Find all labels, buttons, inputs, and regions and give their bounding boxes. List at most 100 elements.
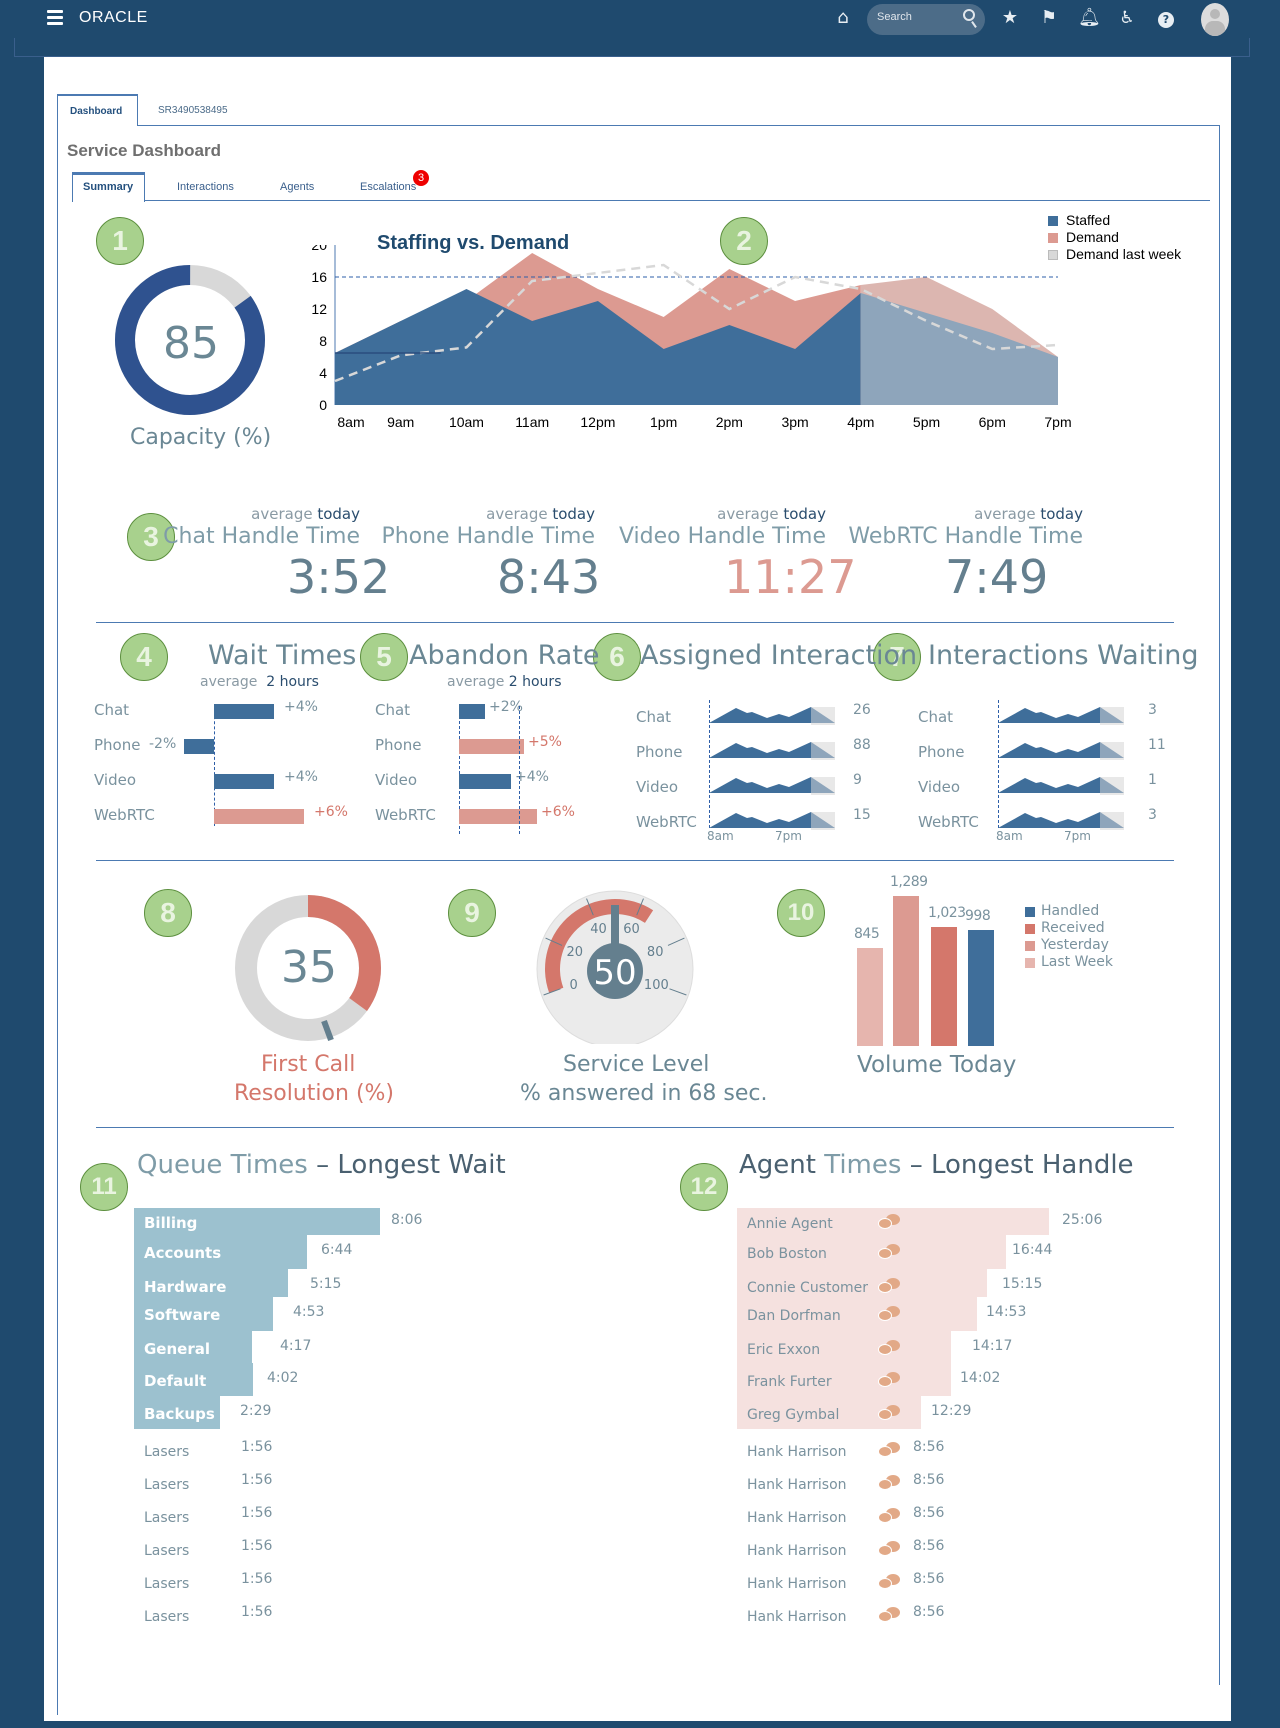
reference-line <box>519 706 520 834</box>
fcr-label-line2: Resolution (%) <box>234 1081 395 1106</box>
zero-axis-line <box>214 706 215 826</box>
chat-icon[interactable] <box>878 1442 902 1458</box>
subtab-interactions[interactable]: Interactions <box>177 181 234 193</box>
home-icon[interactable]: ⌂ <box>837 7 849 28</box>
handle-time-caption: average today <box>717 505 826 523</box>
chat-icon[interactable] <box>878 1340 902 1356</box>
chat-icon[interactable] <box>878 1372 902 1388</box>
star-icon[interactable]: ★ <box>1001 7 1019 28</box>
chat-icon[interactable] <box>878 1508 902 1524</box>
search-box[interactable] <box>867 4 985 35</box>
queue-times-title-a: Queue Times <box>137 1150 308 1180</box>
count-value: 9 <box>853 772 862 788</box>
count-value: 15 <box>853 807 871 823</box>
chat-bubble-front <box>878 1248 892 1259</box>
agent-time: 15:15 <box>1002 1276 1043 1292</box>
chat-icon[interactable] <box>878 1541 902 1557</box>
subtab-agents[interactable]: Agents <box>280 181 315 193</box>
row-label: WebRTC <box>636 813 697 831</box>
agent-name: Frank Furter <box>747 1374 832 1390</box>
flag-icon[interactable]: ⚑ <box>1040 7 1058 28</box>
avatar[interactable] <box>1201 3 1229 36</box>
axis-start-label: 8am <box>996 829 1023 843</box>
tab-dashboard[interactable]: Dashboard <box>57 94 138 126</box>
chat-bubble-back <box>886 1442 900 1453</box>
agent-name: Connie Customer <box>747 1280 869 1296</box>
capacity-value: 85 <box>163 318 219 369</box>
search-icon[interactable] <box>963 9 975 21</box>
agent-time: 8:56 <box>913 1604 945 1620</box>
agent-name: Hank Harrison <box>747 1609 847 1625</box>
tab-strip-line <box>138 125 1220 126</box>
page-title: Service Dashboard <box>67 141 222 160</box>
x-tick-label: 2pm <box>716 414 743 430</box>
chat-bubble-back <box>886 1278 900 1289</box>
gauge-value: 50 <box>593 953 636 993</box>
gauge-tick-label: 0 <box>570 978 578 993</box>
sparkline-axis <box>998 700 999 828</box>
fcr-label-line1: First Call <box>261 1052 356 1077</box>
search-input[interactable] <box>877 11 957 23</box>
x-tick-label: 11am <box>515 414 549 430</box>
y-tick-label: 0 <box>319 397 327 413</box>
row-label: Chat <box>375 701 411 719</box>
queue-name: Lasers <box>144 1576 190 1592</box>
accessibility-icon[interactable]: ♿︎ <box>1119 8 1135 28</box>
chat-icon[interactable] <box>878 1244 902 1260</box>
handle-time-value: 7:49 <box>945 550 1049 604</box>
help-icon[interactable]: ? <box>1155 8 1177 28</box>
subtab-escalations[interactable]: Escalations <box>360 181 417 193</box>
chat-bubble-front <box>878 1479 892 1490</box>
capacity-label: Capacity (%) <box>130 425 272 450</box>
count-value: 11 <box>1148 737 1166 753</box>
legend-swatch <box>1025 924 1035 934</box>
queue-time: 1:56 <box>241 1439 273 1455</box>
section-divider <box>96 1127 1174 1128</box>
chat-icon[interactable] <box>878 1405 902 1421</box>
row-label: Chat <box>918 708 954 726</box>
volume-bar <box>857 947 883 1046</box>
count-value: 3 <box>1148 702 1157 718</box>
queue-time: 5:15 <box>310 1276 342 1292</box>
legend-swatch <box>1048 250 1058 260</box>
chat-icon[interactable] <box>878 1475 902 1491</box>
chat-icon[interactable] <box>878 1574 902 1590</box>
menu-icon[interactable] <box>47 10 63 26</box>
gauge-tick <box>667 937 685 946</box>
bar-positive <box>214 704 274 719</box>
chat-bubble-front <box>878 1310 892 1321</box>
chat-bubble-back <box>886 1607 900 1618</box>
sparkline <box>998 707 1124 725</box>
oracle-logo[interactable]: ORACLE <box>79 9 148 26</box>
chat-icon[interactable] <box>878 1306 902 1322</box>
agent-time: 16:44 <box>1012 1242 1053 1258</box>
bell-icon[interactable]: 🔔︎ <box>1078 7 1101 28</box>
queue-name: Lasers <box>144 1543 190 1559</box>
agent-bar <box>737 1269 987 1297</box>
queue-time: 1:56 <box>241 1505 273 1521</box>
subtab-summary[interactable]: Summary <box>72 172 145 202</box>
chat-icon[interactable] <box>878 1278 902 1294</box>
chat-icon[interactable] <box>878 1607 902 1623</box>
queue-time: 1:56 <box>241 1472 273 1488</box>
count-value: 88 <box>853 737 871 753</box>
caption-text: average <box>486 505 548 523</box>
queue-bar <box>134 1269 288 1297</box>
bar-negative <box>184 739 214 754</box>
sparkline-area <box>709 777 811 793</box>
handle-time-caption: average today <box>974 505 1083 523</box>
marker-1: 1 <box>96 217 144 265</box>
caption-period: today <box>1040 505 1083 523</box>
gauge-tick <box>636 898 644 916</box>
count-value: 26 <box>853 702 871 718</box>
queue-time: 6:44 <box>321 1242 353 1258</box>
caption-text: average <box>717 505 779 523</box>
y-tick-label: 20 <box>311 245 327 253</box>
chat-icon[interactable] <box>878 1214 902 1230</box>
sparkline <box>709 812 835 830</box>
marker-2: 2 <box>720 217 768 265</box>
agent-time: 8:56 <box>913 1439 945 1455</box>
tab-sr3490538495[interactable]: SR3490538495 <box>158 105 228 116</box>
change-value: +6% <box>314 804 348 820</box>
fcr-target-marker <box>321 1019 334 1042</box>
